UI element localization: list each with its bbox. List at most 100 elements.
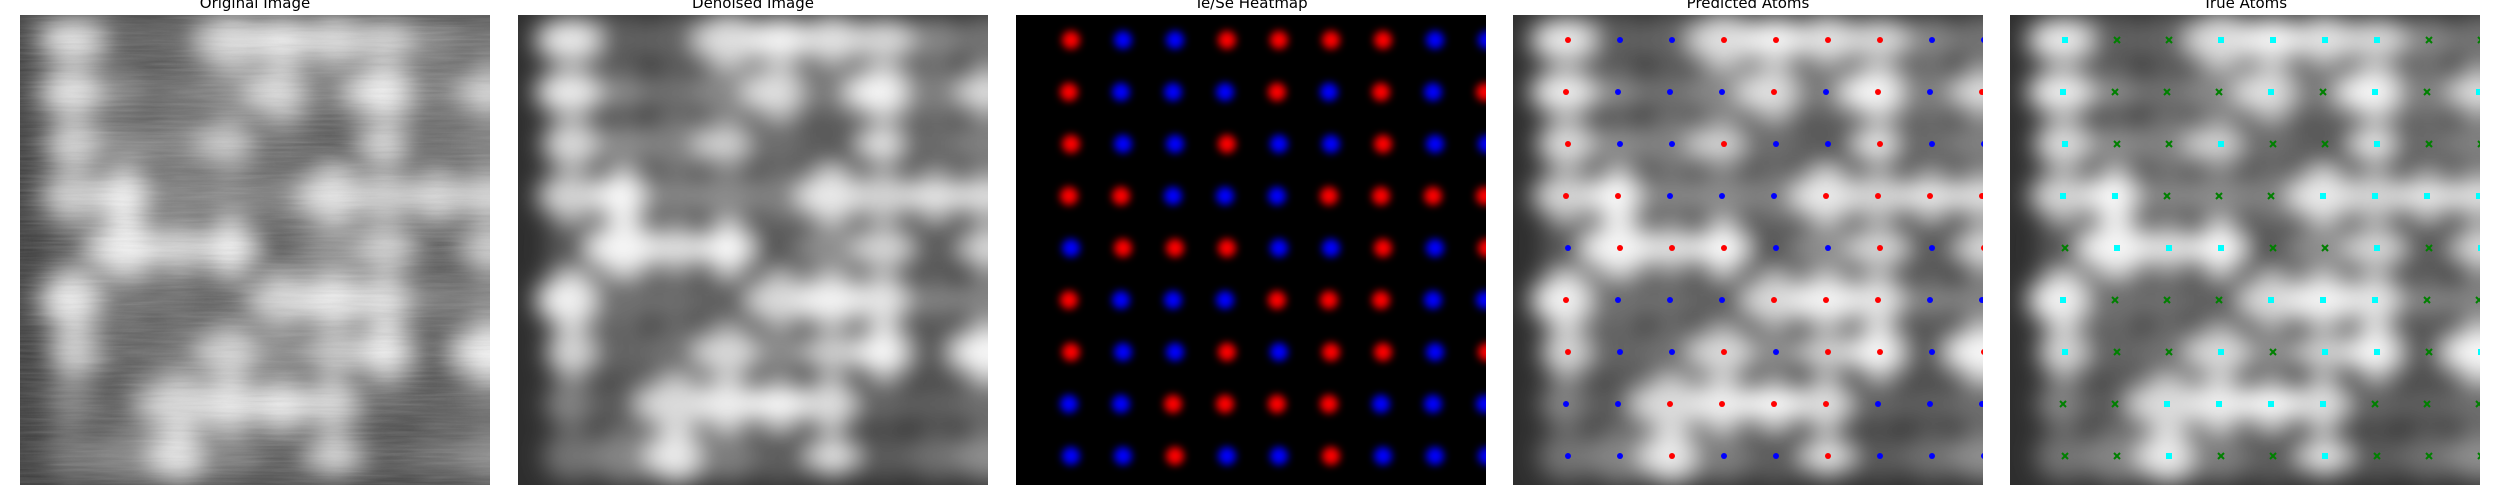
predicted-te-atom [1771, 297, 1777, 303]
te-heat-spot [1218, 31, 1236, 49]
predicted-se-atom [1719, 297, 1725, 303]
predicted-te-atom [1825, 453, 1831, 459]
intensity-blob [645, 429, 709, 483]
panel-title: Te/Se Heatmap [1194, 0, 1308, 12]
se-heat-spot [1270, 239, 1288, 257]
intensity-blob [1957, 223, 1983, 273]
intensity-blob [955, 15, 988, 65]
true-se-atom [2475, 296, 2480, 304]
intensity-blob [640, 175, 710, 217]
intensity-blob [743, 121, 819, 167]
predicted-te-atom [1719, 401, 1725, 407]
se-heat-spot [1478, 31, 1486, 49]
predicted-se-atom [1929, 349, 1935, 355]
predicted-te-atom [1565, 37, 1571, 43]
se-heat-spot [1322, 135, 1340, 153]
true-se-atom [2269, 452, 2277, 460]
true-se-mark-stroke [2477, 36, 2480, 41]
true-se-mark-stroke [2475, 401, 2480, 408]
true-se-atom [2477, 36, 2480, 44]
intensity-blob [953, 379, 988, 429]
te-heat-spot [1374, 31, 1392, 49]
true-te-atom [2268, 297, 2274, 303]
te-heat-spot [1372, 291, 1390, 309]
true-te-atom [2478, 245, 2480, 251]
true-se-atom [2371, 400, 2379, 408]
se-heat-spot [1114, 135, 1132, 153]
predicted-se-atom [1877, 453, 1883, 459]
true-se-mark-stroke [2111, 400, 2119, 408]
se-heat-spot [1374, 447, 1392, 465]
intensity-blob [742, 65, 816, 119]
true-se-mark-stroke [2477, 143, 2480, 148]
se-heat-spot [1164, 83, 1182, 101]
panel-original-image: Original Image [20, 0, 490, 500]
predicted-se-atom [1615, 401, 1621, 407]
intensity-blob [958, 67, 988, 117]
te-heat-spot [1320, 291, 1338, 309]
intensity-blob [847, 19, 923, 61]
se-heat-spot [1216, 187, 1234, 205]
se-heat-spot [1426, 343, 1444, 361]
true-se-mark-stroke [2111, 296, 2119, 304]
true-se-mark-stroke [2165, 140, 2173, 148]
true-se-atom [2163, 296, 2171, 304]
true-te-atom [2060, 89, 2066, 95]
intensity-blob [853, 274, 913, 326]
true-se-mark-stroke [2165, 36, 2173, 44]
intensity-blob [2454, 223, 2480, 273]
intensity-blob [800, 117, 866, 171]
true-se-atom [2423, 296, 2431, 304]
intensity-blob [902, 327, 972, 377]
se-heat-spot [1218, 447, 1236, 465]
true-te-atom [2114, 245, 2120, 251]
true-se-atom [2477, 452, 2480, 460]
true-se-mark-stroke [2269, 452, 2277, 460]
true-te-atom [2374, 349, 2380, 355]
te-heat-spot [1268, 395, 1286, 413]
true-se-atom [2425, 140, 2433, 148]
se-heat-spot [1476, 395, 1486, 413]
intensity-blob [897, 120, 977, 168]
intensity-blob [545, 220, 601, 276]
te-heat-spot [1164, 395, 1182, 413]
se-heat-spot [1166, 31, 1184, 49]
te-heat-spot [1166, 239, 1184, 257]
intensity-blob [950, 173, 988, 219]
intensity-blob [856, 432, 914, 480]
true-se-mark-stroke [2061, 452, 2069, 460]
true-te-atom [2060, 193, 2066, 199]
predicted-se-atom [1615, 89, 1621, 95]
true-se-atom [2215, 192, 2223, 200]
te-heat-spot [1062, 343, 1080, 361]
intensity-blob [1953, 67, 1983, 117]
predicted-se-atom [1563, 401, 1569, 407]
predicted-se-atom [1929, 245, 1935, 251]
predicted-se-atom [1667, 193, 1673, 199]
predicted-se-atom [1927, 89, 1933, 95]
predicted-se-atom [1875, 401, 1881, 407]
te-heat-spot [1374, 343, 1392, 361]
true-se-atom [2477, 140, 2480, 148]
true-se-mark-stroke [2425, 244, 2433, 252]
predicted-te-atom [1721, 141, 1727, 147]
te-heat-spot [1476, 83, 1486, 101]
se-heat-spot [1478, 135, 1486, 153]
true-se-mark-stroke [2425, 36, 2433, 44]
intensity-blob [1948, 120, 1983, 168]
se-heat-spot [1164, 187, 1182, 205]
true-te-atom [2218, 37, 2224, 43]
true-te-atom [2478, 349, 2480, 355]
predicted-te-atom [1981, 245, 1983, 251]
predicted-se-atom [1719, 193, 1725, 199]
true-se-atom [2113, 36, 2121, 44]
intensity-blob [692, 171, 762, 221]
predicted-te-atom [1721, 245, 1727, 251]
panel-true-atoms: True Atoms [2010, 0, 2480, 500]
te-heat-spot [1112, 187, 1130, 205]
intensity-blob [595, 169, 651, 223]
se-heat-spot [1322, 239, 1340, 257]
true-se-mark-stroke [2269, 348, 2277, 356]
te-heat-spot [1478, 239, 1486, 257]
predicted-te-atom [1667, 401, 1673, 407]
